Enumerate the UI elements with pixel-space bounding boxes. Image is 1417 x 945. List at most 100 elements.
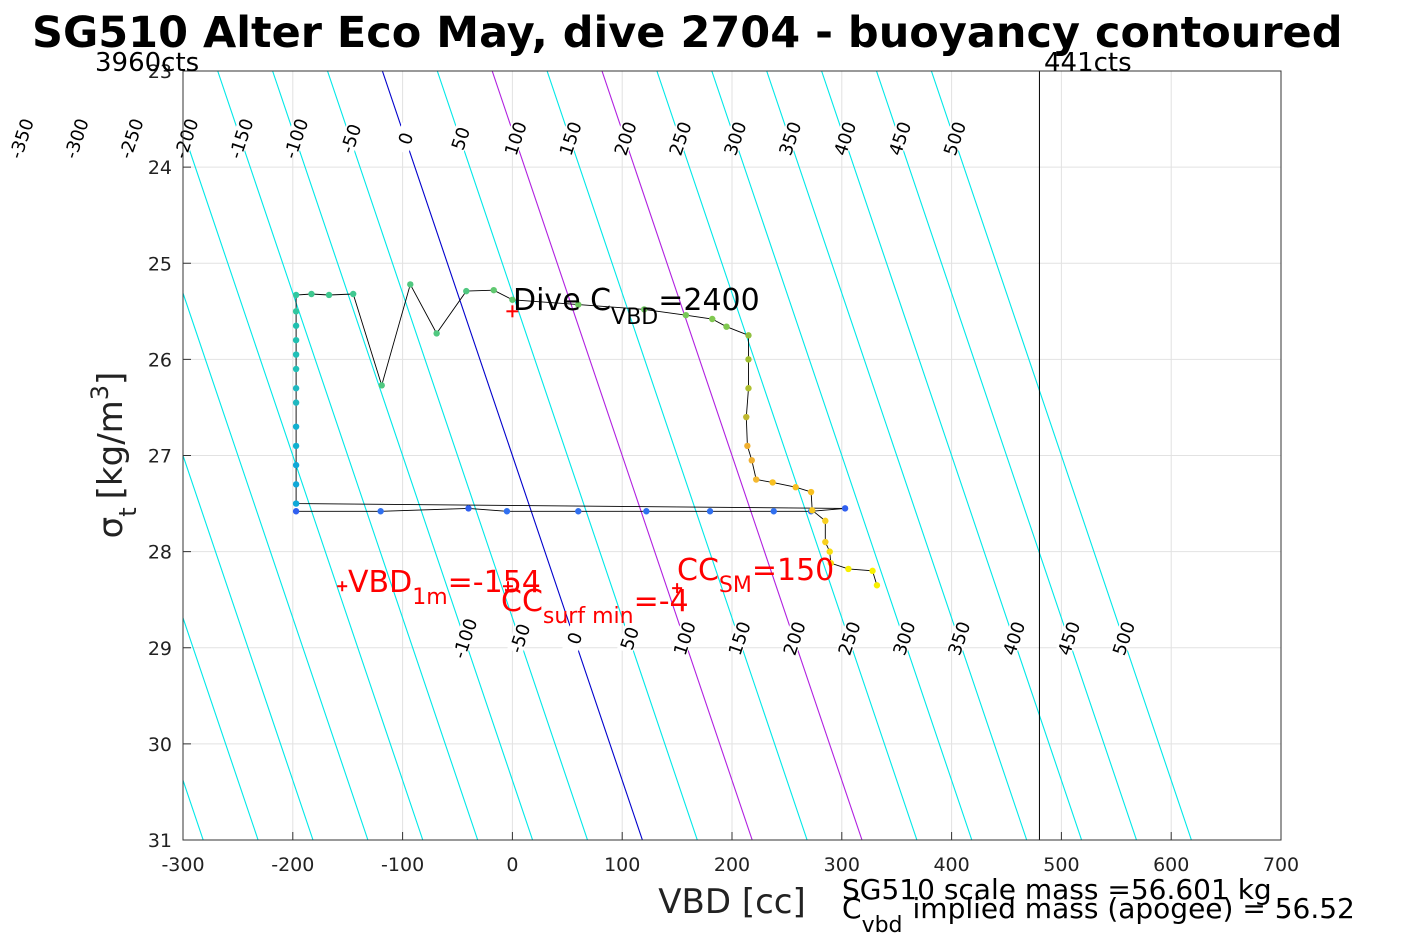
contour-label-bottom-bg	[671, 622, 697, 654]
x-tick-label: 300	[824, 854, 860, 876]
dive-point	[822, 517, 829, 525]
contour-line	[436, 71, 698, 840]
y-tick-label: 31	[148, 830, 172, 852]
contour-line	[711, 71, 973, 840]
dive-point	[792, 484, 799, 491]
contour-label-bottom-bg	[562, 622, 587, 654]
contour-label-top: -250	[116, 116, 149, 161]
dive-point	[490, 286, 497, 294]
dive-point	[292, 481, 300, 488]
contour-label-top-bg	[283, 122, 308, 155]
y-axis-label-unit-sup: 3	[86, 385, 114, 400]
x-tick-label: 600	[1153, 854, 1189, 876]
dive-point	[640, 306, 648, 313]
dive-point	[575, 508, 582, 515]
ccsm-label: CCSM=150	[677, 553, 834, 598]
dive-series	[292, 281, 881, 589]
dive-point	[827, 559, 835, 567]
contour-label-bottom-bg	[891, 622, 916, 654]
contour-label-bottom-bg	[781, 622, 806, 654]
implied-mass-sub: vbd	[862, 913, 903, 938]
counts-left-label: 3960cts	[95, 48, 199, 78]
contour-label-top-bg	[393, 122, 418, 155]
dive-point	[292, 423, 300, 430]
x-tick-label: 400	[933, 854, 969, 876]
ccsm-value: =150	[752, 553, 834, 588]
dive-point	[745, 385, 752, 392]
chart-title: SG510 Alter Eco May, dive 2704 - buoyanc…	[32, 8, 1343, 58]
dive-point	[292, 461, 300, 469]
contour-line	[930, 71, 1192, 840]
vbd1m-label: VBD1m=-154	[348, 565, 541, 610]
contour-line	[326, 71, 589, 840]
contour-label-top-bg	[887, 122, 912, 155]
contour-label-top-bg	[722, 122, 747, 155]
dive-point	[292, 322, 300, 329]
dive-point	[706, 508, 714, 515]
y-axis-label-main: σ	[91, 517, 131, 539]
dive-point	[292, 308, 300, 315]
dive-cvbd-value: =2400	[658, 283, 759, 318]
y-axis-label-sub: t	[114, 507, 142, 516]
contour-label-bottom-bg	[726, 622, 751, 654]
dive-point	[744, 442, 751, 450]
dive-point	[292, 442, 300, 450]
dive-point	[465, 505, 472, 512]
dive-point	[845, 565, 852, 573]
contour-line	[183, 129, 424, 840]
contour-line	[217, 71, 479, 840]
y-tick-label: 30	[148, 734, 172, 756]
dive-point	[745, 332, 752, 339]
y-tick-label: 23	[148, 61, 172, 83]
dive-point	[643, 508, 650, 515]
contour-label-top-bg	[118, 122, 143, 155]
y-axis-label-unit-end: ]	[91, 372, 131, 385]
contour-label-bottom-bg	[946, 622, 971, 654]
contour-line	[272, 71, 534, 840]
contour-label-bottom-bg	[836, 622, 861, 654]
dive-point	[770, 508, 777, 515]
contour-label-top-bg	[612, 122, 637, 155]
contour-line	[183, 616, 259, 840]
contour-line	[491, 71, 753, 840]
contour-line	[546, 71, 808, 840]
y-tick-label: 24	[148, 157, 172, 179]
dive-point	[873, 582, 881, 589]
contour-label-bottom-bg	[452, 622, 477, 654]
contour-line	[656, 71, 918, 840]
axis-ticks: -300 -200 -100 0 100 200 300 400 500 600 700 23 24 25…	[148, 61, 1299, 876]
contour-label-top: -350	[6, 116, 39, 161]
contour-label-top-bg	[8, 122, 33, 155]
dive-point	[377, 508, 384, 515]
y-tick-label: 29	[148, 638, 172, 660]
dive-point	[841, 505, 849, 512]
dive-point	[433, 330, 440, 337]
contour-label-top-bg	[63, 122, 88, 155]
buoyancy-contours	[183, 71, 1192, 840]
dive-point	[752, 476, 760, 483]
dive-point	[869, 567, 876, 575]
contour-line	[183, 291, 369, 840]
vbd1m-sub: 1m	[412, 585, 447, 610]
dive-point	[769, 479, 776, 486]
dive-point	[745, 356, 752, 363]
dive-point	[292, 291, 300, 299]
dive-point	[807, 488, 815, 496]
contour-label-top: -300	[61, 116, 94, 161]
vbd1m-value: =-154	[448, 565, 541, 600]
ccsurf-value: =-4	[634, 584, 689, 619]
dive-point	[709, 315, 716, 323]
y-axis-label: σt [kg/m3]	[86, 372, 142, 539]
dive-point	[292, 500, 300, 507]
dive-point	[292, 336, 300, 344]
dive-cvbd-sub: VBD	[611, 305, 658, 330]
contour-label-top-bg	[777, 122, 802, 155]
dive-point	[682, 311, 690, 319]
dive-point	[349, 290, 357, 298]
contour-line	[821, 71, 1083, 840]
contour-label-top-bg	[502, 122, 528, 155]
dive-point	[292, 508, 300, 515]
dive-cvbd-main: Dive C	[513, 283, 611, 318]
y-tick-label: 26	[148, 349, 172, 371]
